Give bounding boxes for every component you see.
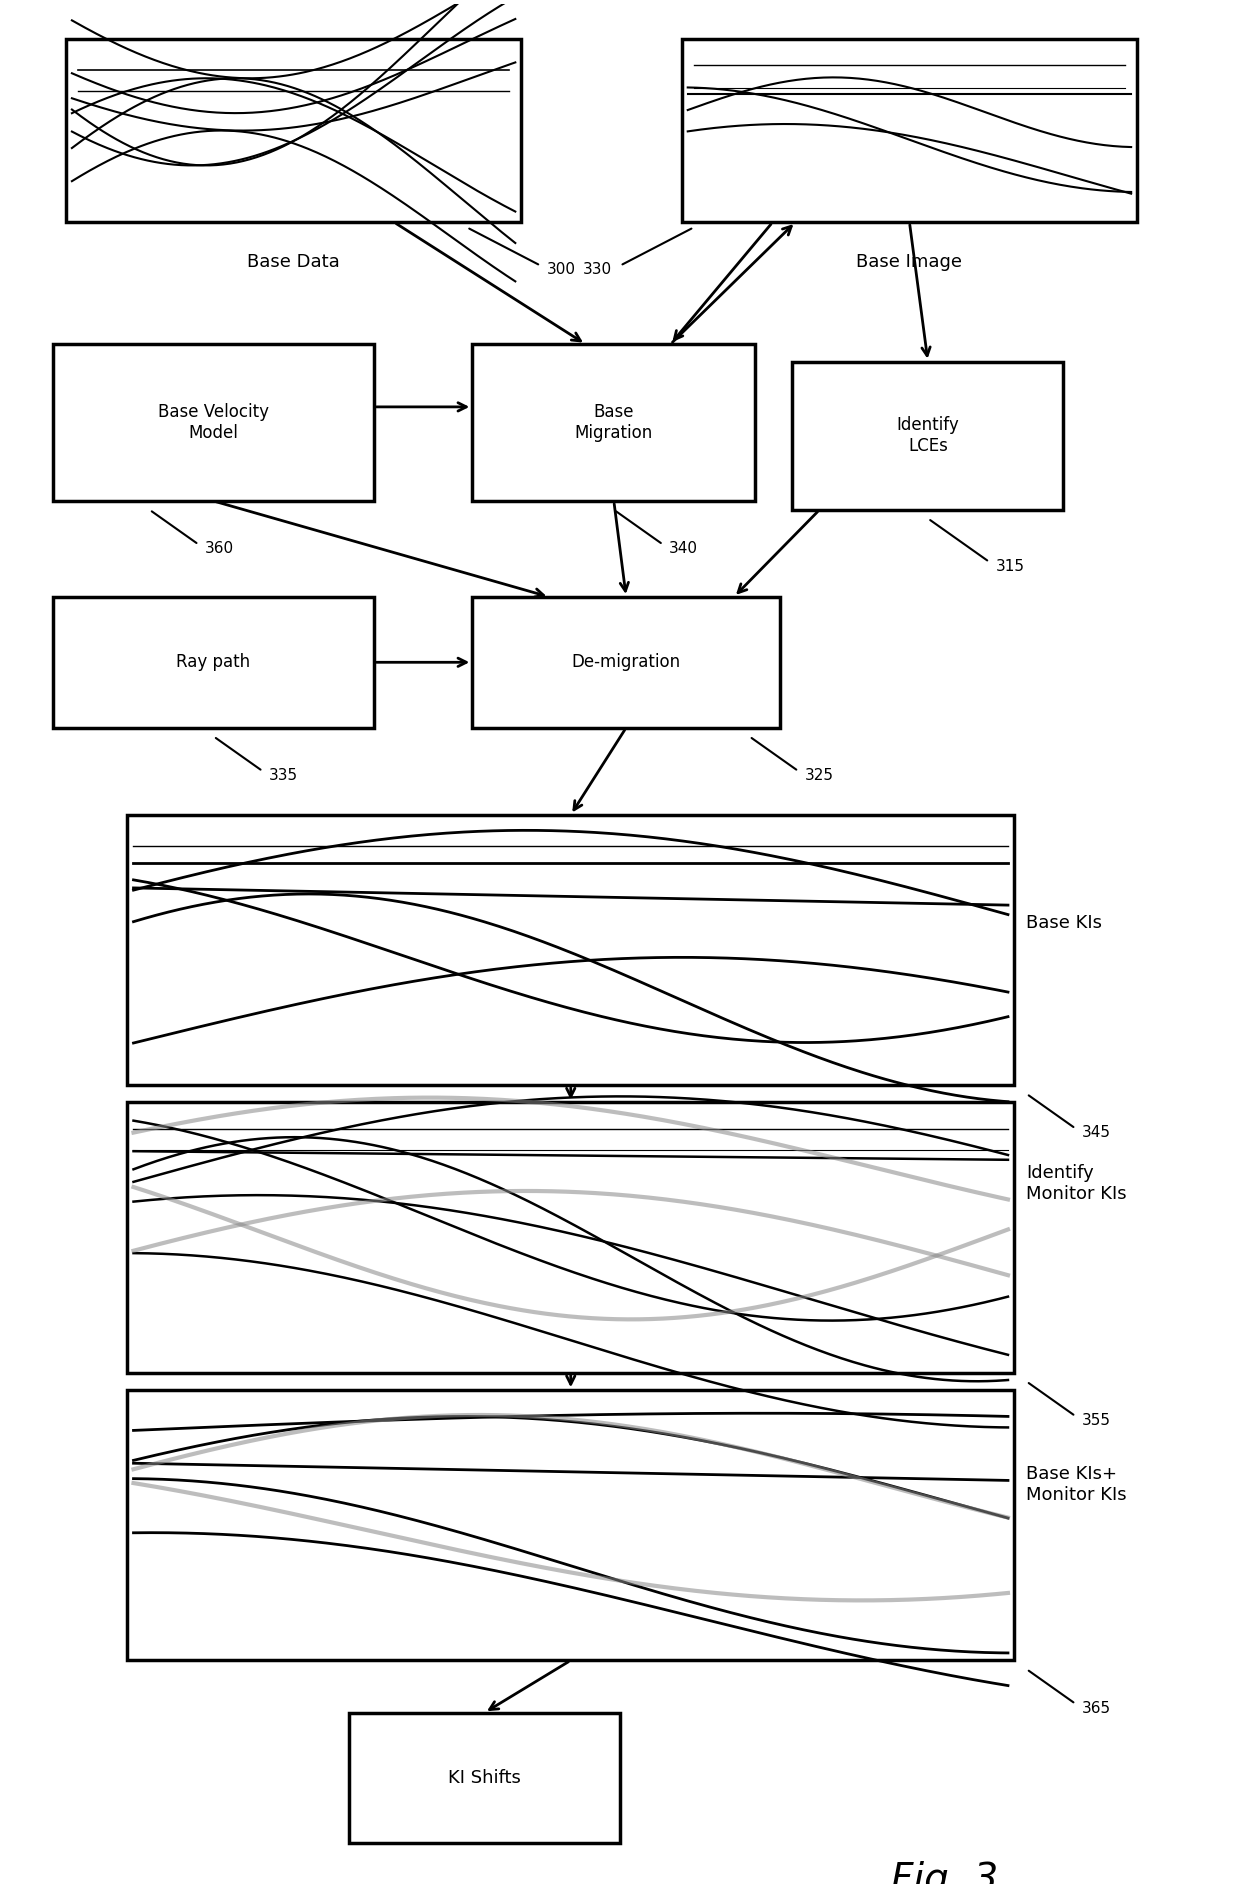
Text: Identify
Monitor KIs: Identify Monitor KIs	[1027, 1164, 1127, 1204]
Text: Base KIs+
Monitor KIs: Base KIs+ Monitor KIs	[1027, 1466, 1127, 1503]
FancyBboxPatch shape	[128, 816, 1014, 1085]
Text: Base KIs: Base KIs	[1027, 914, 1102, 933]
Text: De-migration: De-migration	[572, 654, 681, 671]
FancyBboxPatch shape	[792, 362, 1064, 511]
Text: Base
Migration: Base Migration	[574, 403, 653, 443]
FancyBboxPatch shape	[53, 345, 373, 501]
Text: 330: 330	[583, 262, 613, 277]
FancyBboxPatch shape	[128, 1102, 1014, 1373]
Text: 365: 365	[1081, 1701, 1111, 1716]
Text: 340: 340	[670, 541, 698, 556]
FancyBboxPatch shape	[348, 1713, 620, 1843]
Text: KI Shifts: KI Shifts	[448, 1769, 521, 1788]
FancyBboxPatch shape	[472, 345, 755, 501]
Text: 345: 345	[1081, 1125, 1111, 1140]
Text: 355: 355	[1081, 1413, 1111, 1428]
FancyBboxPatch shape	[66, 40, 522, 222]
Text: Ray path: Ray path	[176, 654, 250, 671]
Text: Base Velocity
Model: Base Velocity Model	[157, 403, 269, 443]
Text: 335: 335	[269, 769, 298, 784]
Text: Identify
LCEs: Identify LCEs	[897, 416, 960, 456]
Text: Base Image: Base Image	[857, 254, 962, 271]
FancyBboxPatch shape	[53, 597, 373, 727]
FancyBboxPatch shape	[128, 1390, 1014, 1660]
Text: 315: 315	[996, 560, 1024, 575]
Text: 300: 300	[547, 262, 575, 277]
Text: 360: 360	[205, 541, 234, 556]
FancyBboxPatch shape	[682, 40, 1137, 222]
Text: Fig. 3: Fig. 3	[892, 1861, 998, 1884]
Text: Base Data: Base Data	[247, 254, 340, 271]
Text: 325: 325	[805, 769, 833, 784]
FancyBboxPatch shape	[472, 597, 780, 727]
